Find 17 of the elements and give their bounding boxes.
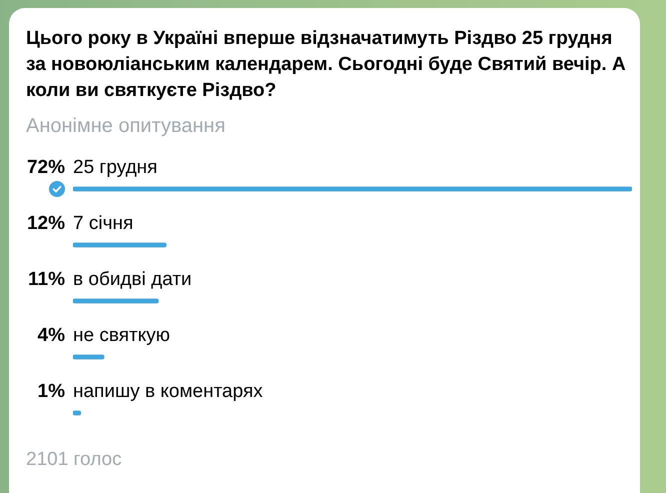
chart-title: Цього року в Україні вперше відзначатимуть Різдво 25 грудня за новоюліанським календарем. Сьогодні буде Святий вечір. А коли ви святкуєте Різдво? (26, 27, 627, 103)
bar (73, 242, 166, 248)
bar (73, 298, 159, 304)
data-label: 12% (26, 213, 66, 234)
y-tick-label: в обидві дати (73, 269, 192, 290)
bar (73, 354, 104, 360)
data-label: 11% (28, 269, 66, 290)
bar (73, 186, 632, 192)
y-tick-label: 7 січня (73, 213, 134, 234)
data-label: 1% (38, 381, 66, 402)
data-label: 72% (26, 157, 66, 178)
y-tick-label: не святкую (73, 325, 170, 346)
y-tick-label: 25 грудня (73, 157, 158, 178)
chart-subtitle: Анонімне опитування (26, 115, 226, 137)
y-tick-label: напишу в коментарях (73, 381, 264, 402)
text: 2101 голос (26, 449, 122, 471)
data-label: 4% (38, 325, 66, 346)
